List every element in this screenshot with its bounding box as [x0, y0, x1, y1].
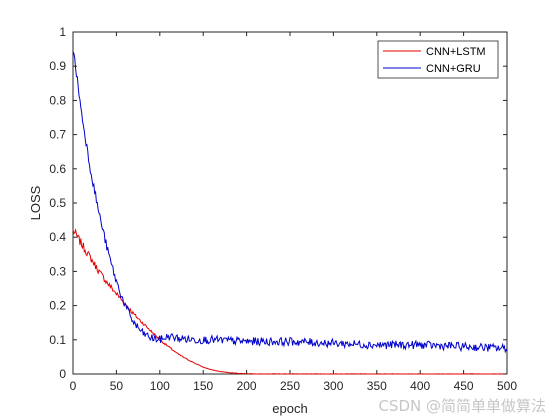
tick-layer: 0 50 100 150 200 250 300 350 400 450 500 0 0.1 0.2 0.3…: [49, 25, 517, 393]
x-tick-label: 50: [110, 379, 124, 393]
y-tick-label: 0: [59, 367, 66, 381]
y-tick-label: 0.5: [49, 196, 66, 210]
watermark-text: CSDN @简简单单做算法: [378, 397, 546, 415]
y-tick-label: 0.7: [49, 128, 66, 142]
legend-label-cnn-gru: CNN+GRU: [426, 63, 481, 75]
plot-area: [72, 31, 508, 375]
axes-box: [72, 31, 508, 375]
x-axis-label: epoch: [272, 401, 307, 416]
x-tick-label: 400: [410, 379, 430, 393]
legend-box: [377, 40, 499, 79]
y-tick-label: 0.4: [49, 230, 66, 244]
y-tick-label: 0.9: [49, 59, 66, 73]
x-tick-label: 250: [280, 379, 300, 393]
legend: CNN+LSTM CNN+GRU: [377, 40, 499, 79]
x-tick-label: 300: [323, 379, 343, 393]
y-tick-label: 0.6: [49, 162, 66, 176]
y-tick-label: 0.8: [49, 93, 66, 107]
x-tick-label: 150: [193, 379, 213, 393]
x-tick-label: 100: [150, 379, 170, 393]
x-tick-label: 200: [237, 379, 257, 393]
x-tick-label: 0: [70, 379, 77, 393]
legend-label-cnn-lstm: CNN+LSTM: [426, 46, 486, 58]
x-tick-label: 500: [497, 379, 517, 393]
series-line-cnn-gru: [72, 51, 508, 354]
y-tick-label: 0.2: [49, 299, 66, 313]
y-tick-label: 0.1: [49, 333, 66, 347]
y-tick-label: 0.3: [49, 264, 66, 278]
x-tick-label: 450: [454, 379, 474, 393]
y-tick-label: 1: [59, 25, 66, 39]
y-axis-label: LOSS: [28, 185, 43, 220]
x-tick-label: 350: [367, 379, 387, 393]
